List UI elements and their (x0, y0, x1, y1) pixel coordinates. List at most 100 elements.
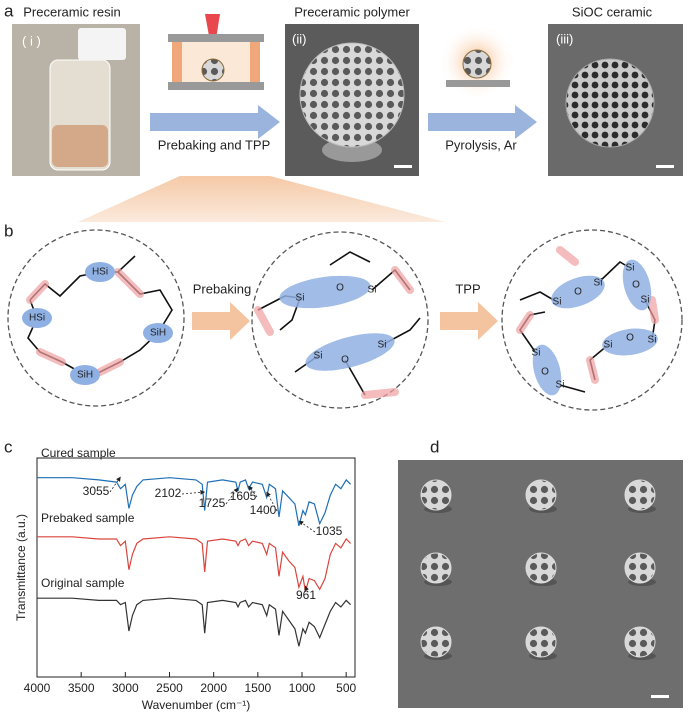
sih-site (85, 262, 115, 282)
peak-label: 961 (296, 588, 316, 602)
panel-label: a (4, 1, 14, 20)
process-label: Prebaking and TPP (158, 137, 271, 152)
lattice-sphere (420, 626, 452, 658)
peak-label: 2102 (155, 486, 182, 500)
print (201, 58, 225, 82)
step-tag: (ii) (292, 31, 306, 46)
atom-label: HSi (92, 267, 108, 278)
siloxane-ring (305, 333, 395, 371)
network-circle (7, 229, 185, 407)
x-tick-label: 3500 (68, 681, 95, 695)
scale-bar (651, 695, 669, 698)
scale-bar (656, 165, 674, 168)
lattice-sphere (525, 552, 557, 584)
print (462, 49, 492, 79)
plate (168, 82, 264, 90)
x-tick-label: 2500 (156, 681, 183, 695)
series-label: Cured sample (41, 446, 116, 460)
y-axis-title: Transmittance (a.u.) (14, 514, 28, 621)
series-label: Original sample (41, 576, 125, 590)
spacer (172, 42, 182, 82)
atom-label: Si (556, 380, 565, 391)
sih-site (70, 365, 100, 385)
x-axis-title: Wavenumber (cm⁻¹) (142, 698, 251, 712)
sih-site (22, 308, 52, 328)
atom-label: O (336, 283, 344, 294)
peak-label: 1400 (250, 503, 277, 517)
step-title: Preceramic polymer (294, 4, 410, 19)
peak-arrow (109, 476, 121, 493)
panel-label: c (4, 437, 13, 456)
vinyl-highlight (254, 266, 414, 399)
process-label: Pyrolysis, Ar (445, 137, 517, 152)
atom-label: Si (532, 348, 541, 359)
siloxane-ring (532, 344, 562, 396)
plate (168, 34, 264, 42)
step-title: SiOC ceramic (572, 4, 653, 19)
atom-label: Si (378, 340, 387, 351)
circles (7, 229, 683, 411)
x-tick-label: 500 (336, 681, 356, 695)
highlights (26, 246, 659, 399)
siloxane-ring (279, 275, 371, 309)
zoom-fan (78, 176, 445, 222)
peak-label: 1605 (230, 489, 257, 503)
lattice-sphere (299, 42, 405, 148)
lattice-sphere (525, 479, 557, 511)
panel-label: b (4, 221, 13, 240)
peak-label: 1035 (316, 524, 343, 538)
lattice-sphere (525, 626, 557, 658)
peak-arrow (304, 585, 309, 591)
atom-label: Si (314, 351, 323, 362)
series-label: Prebaked sample (41, 511, 135, 525)
lattice-sphere (420, 552, 452, 584)
panel-label: d (430, 437, 439, 456)
peak-label: 1725 (199, 496, 226, 510)
siloxane-ring (551, 275, 605, 309)
sih-site (143, 323, 173, 343)
step-arrow (440, 302, 498, 340)
vinyl-highlight (516, 246, 659, 384)
scale-bar (394, 165, 412, 168)
atom-label: O (626, 333, 634, 344)
step-arrow (192, 302, 250, 340)
process-arrow (150, 105, 280, 139)
spacer (250, 42, 260, 82)
process-arrow (428, 105, 537, 139)
lattice-sphere (624, 626, 656, 658)
plate (446, 80, 510, 87)
cap (78, 28, 126, 60)
atom-label: SiH (150, 328, 166, 339)
x-tick-label: 3000 (112, 681, 139, 695)
atom-label: Si (641, 295, 650, 306)
step-tag: ( i ) (22, 33, 41, 48)
atom-label: O (632, 280, 640, 291)
spectrum-line (37, 477, 352, 527)
step-title: Preceramic resin (23, 4, 121, 19)
atom-label: O (574, 287, 582, 298)
network-circle (501, 229, 683, 411)
step-label: Prebaking (193, 281, 252, 296)
atom-label: SiH (77, 370, 93, 381)
peak-label: 3055 (83, 484, 110, 498)
atom-label: Si (553, 297, 562, 308)
lattice-sphere (565, 58, 655, 148)
atom-label: Si (594, 278, 603, 289)
x-tick-label: 2000 (200, 681, 227, 695)
atom-label: Si (604, 340, 613, 351)
step-label: TPP (455, 281, 480, 296)
vinyl-highlight (26, 268, 144, 376)
step-tag: (iii) (556, 31, 573, 46)
spectrum-line (37, 597, 352, 647)
atom-label: Si (296, 293, 305, 304)
network-circle (251, 231, 429, 409)
peak-arrow (298, 520, 316, 533)
lattice-sphere (624, 479, 656, 511)
atom-label: Si (648, 335, 657, 346)
x-tick-label: 1000 (289, 681, 316, 695)
siloxane-ring (602, 328, 658, 356)
lattice-sphere (420, 479, 452, 511)
x-tick-label: 4000 (24, 681, 51, 695)
